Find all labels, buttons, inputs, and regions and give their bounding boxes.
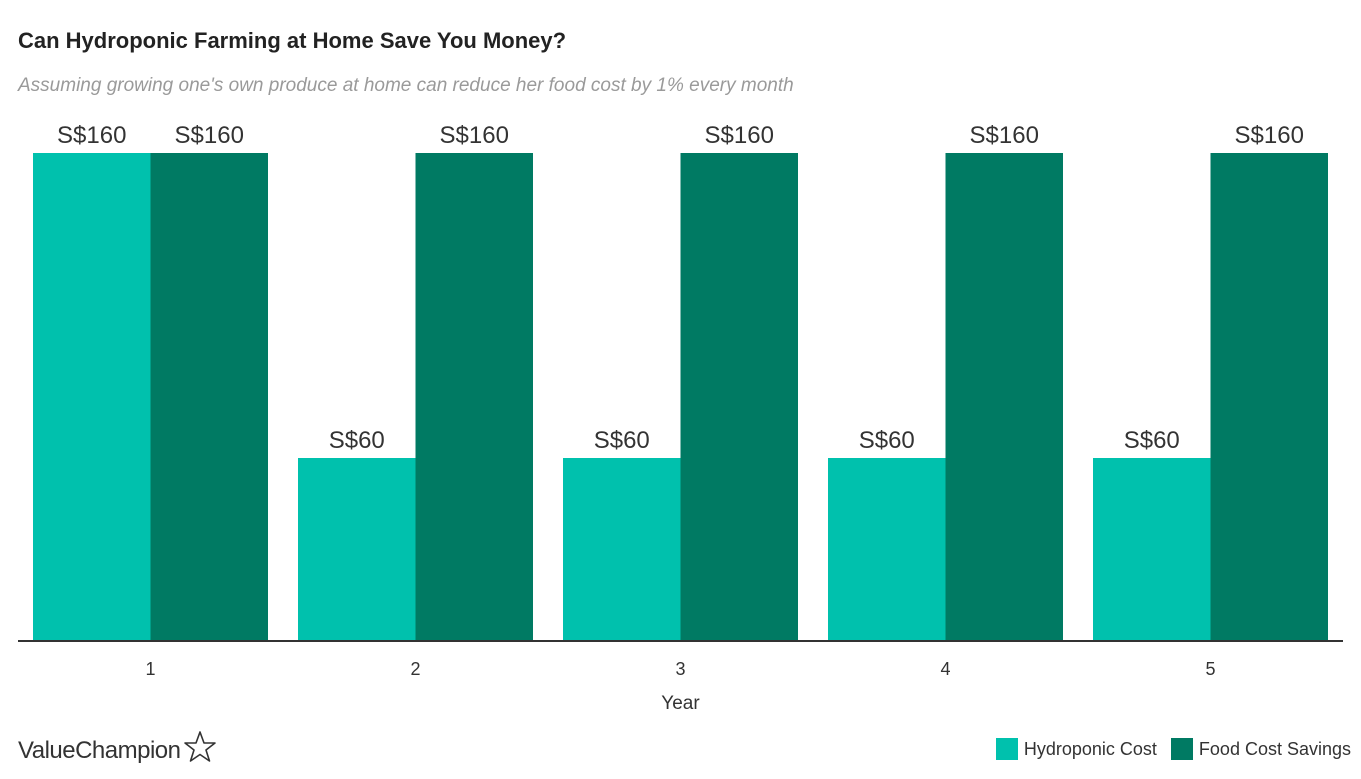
bar-food-cost-savings-year-2 xyxy=(415,153,533,641)
data-label-hydroponic-cost-year-1: S$160 xyxy=(57,122,126,149)
chart-title: Can Hydroponic Farming at Home Save You … xyxy=(18,28,567,53)
data-label-food-cost-savings-year-4: S$160 xyxy=(970,122,1039,149)
x-tick-label-3: 3 xyxy=(675,659,685,679)
x-tick-labels: 1 2 3 4 5 xyxy=(145,659,1215,679)
data-label-hydroponic-cost-year-5: S$60 xyxy=(1124,427,1180,454)
data-label-food-cost-savings-year-3: S$160 xyxy=(705,122,774,149)
bar-labels-group: S$160 S$160 S$60 S$160 S$60 S$160 S$60 S$160 S$6… xyxy=(57,122,1304,454)
legend-item-food-cost-savings: Food Cost Savings xyxy=(1170,738,1351,760)
data-label-hydroponic-cost-year-2: S$60 xyxy=(329,427,385,454)
bars-group xyxy=(33,153,1328,641)
chart-subtitle: Assuming growing one's own produce at ho… xyxy=(18,75,794,96)
bar-food-cost-savings-year-3 xyxy=(680,153,798,641)
legend-label-hydroponic-cost: Hydroponic Cost xyxy=(1023,738,1157,759)
x-tick-label-5: 5 xyxy=(1205,659,1215,679)
legend-label-food-cost-savings: Food Cost Savings xyxy=(1198,738,1351,759)
brand-name: ValueChampion xyxy=(18,736,181,764)
chart-legend: Hydroponic Cost Food Cost Savings xyxy=(995,738,1351,760)
data-label-hydroponic-cost-year-3: S$60 xyxy=(594,427,650,454)
star-outline-icon xyxy=(183,730,217,771)
legend-item-hydroponic-cost: Hydroponic Cost xyxy=(995,738,1157,760)
x-tick-label-2: 2 xyxy=(410,659,420,679)
bar-food-cost-savings-year-5 xyxy=(1210,153,1328,641)
legend-swatch-food-cost-savings xyxy=(1170,738,1193,760)
data-label-food-cost-savings-year-1: S$160 xyxy=(175,122,244,149)
data-label-hydroponic-cost-year-4: S$60 xyxy=(859,427,915,454)
brand-logo: ValueChampion xyxy=(18,730,217,771)
x-axis-title: Year xyxy=(661,693,700,714)
bar-food-cost-savings-year-4 xyxy=(945,153,1063,641)
bar-hydroponic-cost-year-5 xyxy=(1093,458,1211,641)
x-tick-label-1: 1 xyxy=(145,659,155,679)
bar-hydroponic-cost-year-3 xyxy=(563,458,681,641)
data-label-food-cost-savings-year-5: S$160 xyxy=(1235,122,1304,149)
x-tick-label-4: 4 xyxy=(940,659,950,679)
data-label-food-cost-savings-year-2: S$160 xyxy=(440,122,509,149)
legend-swatch-hydroponic-cost xyxy=(995,738,1018,760)
bar-hydroponic-cost-year-2 xyxy=(298,458,416,641)
bar-hydroponic-cost-year-4 xyxy=(828,458,946,641)
bar-hydroponic-cost-year-1 xyxy=(33,153,151,641)
bar-food-cost-savings-year-1 xyxy=(150,153,268,641)
